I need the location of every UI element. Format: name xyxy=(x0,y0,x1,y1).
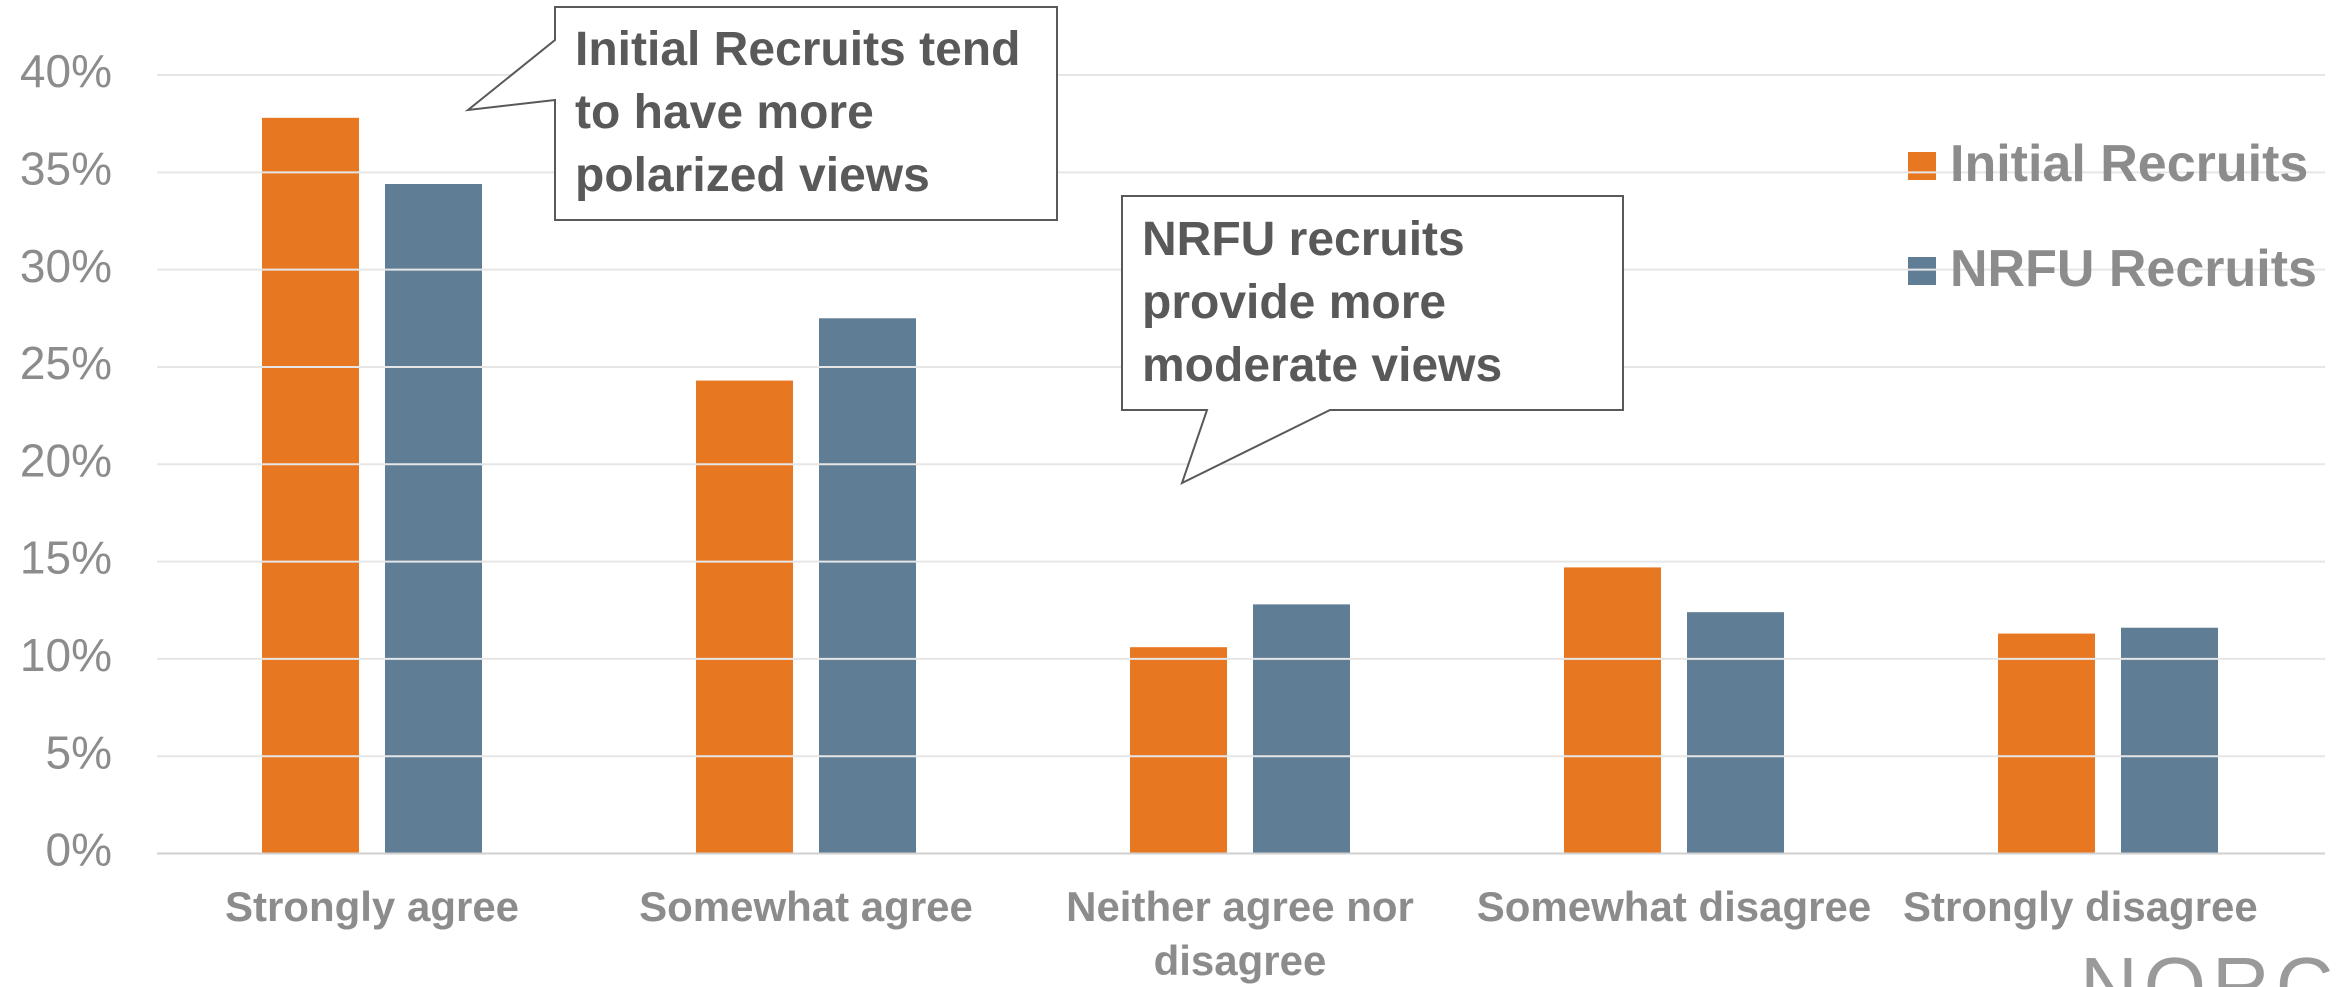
legend-swatch xyxy=(1908,257,1936,285)
y-tick-label: 35% xyxy=(20,142,112,194)
y-tick-label: 5% xyxy=(46,726,112,778)
callout-box xyxy=(464,6,1058,221)
legend-swatch xyxy=(1908,152,1936,180)
bar xyxy=(1998,633,2095,854)
bar xyxy=(819,318,916,854)
bar xyxy=(696,380,793,854)
logo: NORC xyxy=(2080,941,2340,987)
bar xyxy=(1253,604,1350,854)
x-tick-label: Somewhat agree xyxy=(639,883,973,930)
bar xyxy=(2121,627,2218,854)
y-tick-label: 25% xyxy=(20,337,112,389)
legend-label: NRFU Recruits xyxy=(1950,240,2317,298)
x-tick-label: Somewhat disagree xyxy=(1476,883,1872,930)
bar xyxy=(1130,647,1227,854)
y-tick-label: 10% xyxy=(20,629,112,681)
y-tick-label: 0% xyxy=(46,824,112,876)
callout-box xyxy=(1121,195,1624,485)
legend-label: Initial Recruits xyxy=(1950,135,2309,193)
bar xyxy=(1687,612,1784,854)
x-tick-label: Strongly disagree xyxy=(1903,883,2258,930)
y-tick-label: 30% xyxy=(20,240,112,292)
y-tick-label: 15% xyxy=(20,532,112,584)
bar xyxy=(262,117,359,854)
y-tick-label: 40% xyxy=(20,45,112,97)
bar xyxy=(1564,567,1661,854)
x-tick-label: Neither agree nor disagree xyxy=(1066,883,1414,984)
x-tick-label: Strongly agree xyxy=(224,883,520,930)
bar xyxy=(385,183,482,854)
annotation: Initial Recruits tend to have more polar… xyxy=(575,23,1021,202)
y-tick-label: 20% xyxy=(20,434,112,486)
annotation: NRFU recruits provide more moderate view… xyxy=(1142,213,1503,392)
